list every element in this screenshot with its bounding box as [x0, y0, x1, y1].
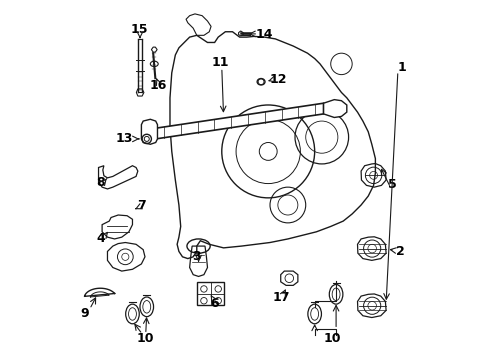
Text: 17: 17	[273, 291, 291, 305]
Polygon shape	[323, 100, 347, 117]
Text: 15: 15	[131, 23, 148, 36]
Text: 2: 2	[396, 245, 405, 258]
Text: 1: 1	[397, 61, 406, 74]
Polygon shape	[142, 119, 157, 144]
Text: 16: 16	[150, 79, 167, 92]
Text: 7: 7	[137, 199, 146, 212]
Text: 4: 4	[96, 233, 105, 246]
Text: 8: 8	[97, 176, 105, 189]
Text: 3: 3	[193, 250, 201, 263]
Text: 14: 14	[256, 28, 273, 41]
Text: 12: 12	[269, 73, 287, 86]
Text: 10: 10	[324, 333, 341, 346]
Text: 6: 6	[210, 297, 219, 310]
Polygon shape	[156, 103, 323, 139]
Text: 10: 10	[136, 333, 154, 346]
Text: 9: 9	[81, 307, 89, 320]
Polygon shape	[84, 288, 115, 297]
Text: 5: 5	[388, 178, 396, 191]
Text: 11: 11	[211, 55, 229, 69]
Text: 13: 13	[116, 132, 133, 145]
